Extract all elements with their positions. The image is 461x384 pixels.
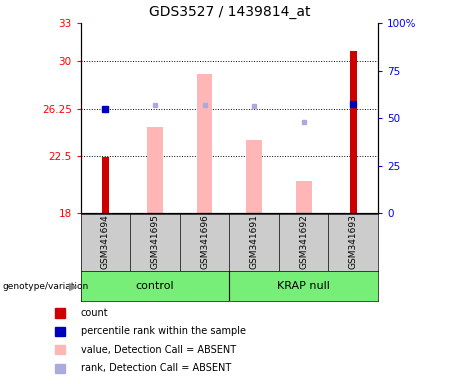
Text: rank, Detection Call = ABSENT: rank, Detection Call = ABSENT: [81, 363, 231, 373]
Text: GSM341692: GSM341692: [299, 214, 308, 268]
Bar: [246, 140, 262, 213]
Text: GSM341693: GSM341693: [349, 214, 358, 268]
Bar: [102, 157, 109, 213]
Text: control: control: [136, 281, 174, 291]
Text: value, Detection Call = ABSENT: value, Detection Call = ABSENT: [81, 345, 236, 355]
Text: GSM341694: GSM341694: [101, 214, 110, 268]
Bar: [350, 51, 357, 213]
Bar: [147, 127, 163, 213]
Text: percentile rank within the sample: percentile rank within the sample: [81, 326, 246, 336]
Text: GSM341695: GSM341695: [150, 214, 160, 268]
Text: KRAP null: KRAP null: [277, 281, 330, 291]
Text: GSM341691: GSM341691: [249, 214, 259, 268]
Bar: [197, 74, 213, 213]
Text: GSM341696: GSM341696: [200, 214, 209, 268]
Text: ▶: ▶: [69, 281, 77, 291]
Text: count: count: [81, 308, 108, 318]
Title: GDS3527 / 1439814_at: GDS3527 / 1439814_at: [148, 5, 310, 19]
Text: genotype/variation: genotype/variation: [2, 282, 89, 291]
Bar: [296, 182, 312, 213]
